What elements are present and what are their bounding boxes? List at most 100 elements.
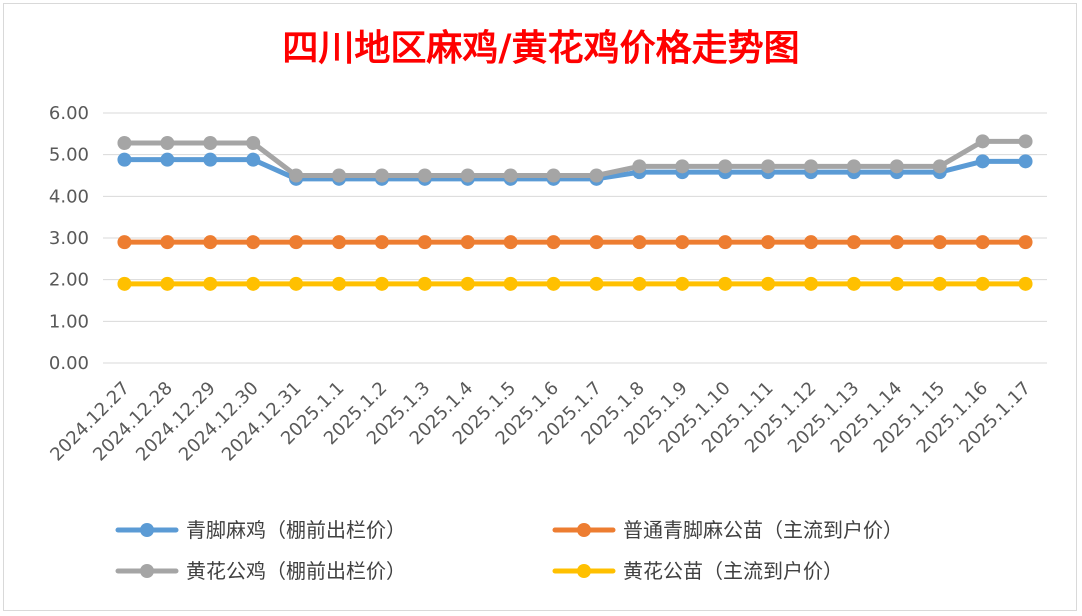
data-point [117,235,132,250]
data-point [246,276,261,291]
series-4 [117,276,1033,291]
y-tick-label: 1.00 [49,311,89,332]
data-point [889,235,904,250]
data-point [1018,154,1033,169]
data-point [1018,134,1033,149]
data-point [632,276,647,291]
data-point [374,276,389,291]
data-point [589,235,604,250]
chart-title: 四川地区麻鸡/黄花鸡价格走势图 [282,27,799,69]
legend-label: 黄花公苗（主流到户价） [623,559,843,583]
data-point [332,235,346,250]
data-point [160,136,175,150]
data-point [460,276,475,291]
data-point [246,152,261,167]
series-line [121,157,1029,182]
legend: 青脚麻鸡（棚前出栏价） 普通青脚麻公苗（主流到户价） 黄花公鸡（棚前出栏价） 黄花公苗… [115,518,903,583]
data-point [675,159,690,174]
data-point [203,136,218,150]
data-point [718,159,733,174]
data-point [846,235,861,250]
data-point [761,235,776,250]
data-point [289,235,304,250]
series-line [121,138,1029,178]
legend-label: 黄花公鸡（棚前出栏价） [186,559,406,583]
legend-label: 青脚麻鸡（棚前出栏价） [186,518,406,542]
data-point [289,168,304,183]
data-point [975,134,990,149]
data-point [932,235,947,250]
data-point [546,168,561,183]
legend-item: 普通青脚麻公苗（主流到户价） [552,518,903,542]
y-tick-label: 6.00 [49,103,89,124]
data-point [160,152,175,167]
data-point [975,154,990,169]
legend-item: 青脚麻鸡（棚前出栏价） [115,518,406,542]
legend-swatch-marker [140,564,154,578]
legend-swatch-marker [577,523,591,537]
data-point [675,235,690,250]
data-point [718,235,733,250]
data-point [589,276,604,291]
data-point [632,159,647,174]
data-point [846,276,861,291]
data-point [975,276,990,291]
data-point [460,235,475,250]
data-point [160,276,175,291]
data-point [932,159,947,174]
data-point [246,136,261,150]
data-point [503,276,518,291]
data-point [203,235,218,250]
data-point [546,276,561,291]
data-point [761,276,776,291]
data-point [932,276,947,291]
data-point [718,276,733,291]
legend-swatch-marker [140,523,154,537]
data-point [203,276,218,291]
data-point [1018,276,1033,291]
data-point [1018,235,1033,250]
data-point [332,168,346,183]
data-point [374,168,389,183]
x-axis-ticks: 2024.12.272024.12.282024.12.292024.12.30… [46,378,1035,466]
data-point [460,168,475,183]
data-point [846,159,861,174]
data-point [503,168,518,183]
legend-label: 普通青脚麻公苗（主流到户价） [623,518,903,542]
data-point [975,235,990,250]
data-point [374,235,389,250]
data-point [503,235,518,250]
y-tick-label: 5.00 [49,145,89,166]
data-point [417,235,432,250]
data-point [546,235,561,250]
data-point [804,235,818,250]
data-point [804,159,818,174]
chart-frame [3,3,1077,611]
y-tick-label: 4.00 [49,186,89,207]
data-point [117,276,132,291]
series-layer [117,134,1033,291]
data-point [246,235,261,250]
data-point [589,168,604,183]
data-point [289,276,304,291]
series-2 [117,235,1033,250]
data-point [804,276,818,291]
legend-swatch-marker [577,564,591,578]
y-axis-ticks: 0.00 1.00 2.00 3.00 4.00 5.00 6.00 [49,103,89,374]
series-3 [117,134,1033,183]
legend-item: 黄花公苗（主流到户价） [552,559,843,583]
data-point [417,168,432,183]
data-point [761,159,776,174]
legend-item: 黄花公鸡（棚前出栏价） [115,559,406,583]
data-point [203,152,218,167]
y-tick-label: 2.00 [49,270,89,291]
data-point [632,235,647,250]
data-point [160,235,175,250]
data-point [889,276,904,291]
y-tick-label: 0.00 [49,353,89,374]
data-point [332,276,346,291]
y-tick-label: 3.00 [49,228,89,249]
data-point [889,159,904,174]
data-point [117,136,132,150]
